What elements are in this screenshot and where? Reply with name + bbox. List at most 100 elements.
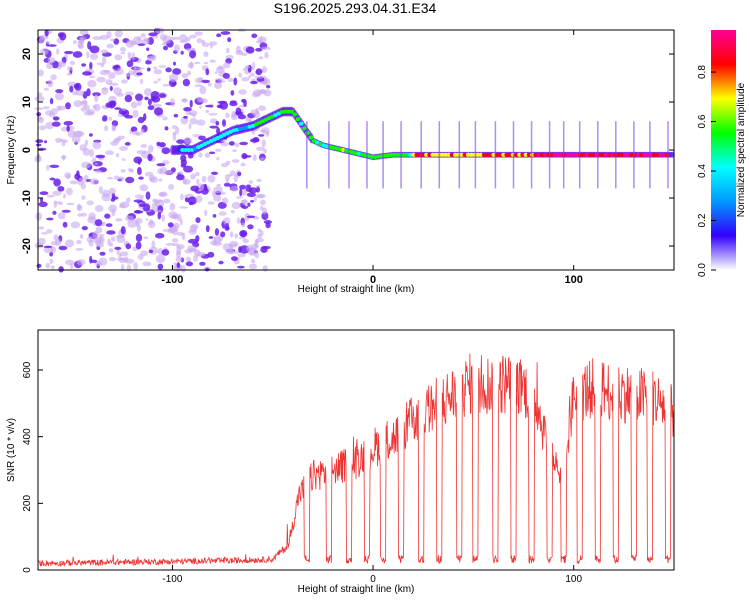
spectrogram-noise-point: [222, 243, 232, 251]
spectrogram-noise-point: [261, 127, 270, 135]
figure-title: S196.2025.293.04.31.E34: [274, 0, 437, 16]
spectrogram-noise-point: [108, 248, 114, 253]
spectrogram-noise-point: [236, 217, 240, 224]
spectrogram-noise-point: [154, 27, 165, 34]
spectrogram-noise-point: [241, 98, 246, 103]
spectrogram-noise-point: [182, 178, 191, 185]
spectrogram-noise-point: [250, 200, 255, 203]
spectrogram-noise-point: [217, 201, 227, 209]
spectrogram-noise-point: [40, 197, 43, 203]
spectrogram-noise-point: [116, 235, 126, 243]
spectrogram-noise-point: [93, 94, 99, 102]
spectrogram-noise-point: [163, 198, 171, 204]
snr-series-line: [37, 353, 675, 567]
spectrogram-noise-point: [208, 113, 218, 116]
spectrogram-noise-point: [218, 80, 226, 83]
spectrogram-noise-point: [245, 186, 252, 192]
spectrogram-noise-point: [162, 116, 168, 121]
spectrogram-noise-point: [86, 88, 91, 97]
spectrogram-noise-point: [214, 228, 219, 236]
spectrogram-noise-point: [148, 249, 154, 254]
spectrogram-noise-point: [212, 214, 217, 218]
spectrogram-noise-point: [179, 206, 189, 209]
spectrogram-noise-point: [218, 65, 223, 70]
spectrogram-x-tick-label: -100: [161, 274, 183, 286]
spectrogram-noise-point: [130, 101, 138, 109]
spectrogram-noise-point: [35, 212, 43, 221]
spectrogram-noise-point: [185, 112, 193, 116]
spectrogram-noise-point: [59, 32, 67, 41]
spectrogram-noise-point: [42, 106, 50, 110]
spectrogram-noise-point: [189, 99, 193, 108]
spectrogram-noise-point: [46, 217, 54, 221]
spectrogram-noise-point: [256, 186, 260, 193]
spectrogram-noise-point: [84, 139, 89, 147]
spectrogram-noise-point: [176, 250, 181, 258]
spectrogram-noise-point: [157, 263, 164, 270]
spectrogram-noise-point: [106, 43, 114, 49]
spectrogram-noise-point: [259, 205, 264, 211]
spectrogram-noise-point: [225, 112, 230, 119]
spectrogram-noise-point: [162, 84, 171, 87]
spectrogram-noise-point: [87, 41, 92, 50]
spectrogram-noise-point: [211, 171, 218, 175]
spectrogram-noise-point: [113, 175, 120, 180]
snr-frame: [37, 329, 675, 571]
spectrogram-noise-point: [162, 160, 170, 165]
spectrogram-noise-point: [225, 249, 230, 252]
spectrogram-noise-point: [78, 177, 86, 180]
spectrogram-noise-point: [215, 78, 224, 81]
spectrogram-noise-point: [143, 37, 150, 42]
spectrogram-noise-point: [218, 211, 227, 216]
spectrogram-frame: [37, 29, 675, 271]
spectrogram-noise-point: [245, 46, 255, 54]
spectrogram-noise-point: [227, 77, 234, 82]
spectrogram-noise-point: [112, 65, 119, 70]
spectrogram-noise-point: [257, 228, 262, 233]
spectrogram-noise-point: [65, 187, 73, 196]
spectrogram-noise-point: [114, 54, 123, 61]
spectrogram-noise-point: [106, 230, 116, 235]
spectrogram-noise-point: [89, 45, 100, 54]
spectrogram-noise-point: [151, 240, 156, 249]
spectrogram-noise-point: [77, 203, 81, 210]
spectrogram-noise-point: [66, 125, 70, 132]
spectrogram-noise-point: [158, 65, 167, 68]
spectrogram-noise-point: [194, 84, 203, 88]
spectrogram-noise-point: [265, 222, 271, 229]
spectrogram-noise-point: [190, 185, 200, 192]
spectrogram-noise-point: [92, 141, 102, 150]
spectrogram-noise-point: [258, 81, 268, 85]
spectrogram-noise-point: [255, 185, 261, 188]
spectrogram-noise-point: [164, 126, 169, 131]
spectrogram-noise-point: [255, 40, 263, 44]
spectrogram-noise-point: [69, 180, 79, 185]
spectrogram-noise-point: [180, 50, 184, 55]
spectrogram-noise-point: [124, 91, 134, 96]
spectrogram-noise-point: [126, 197, 131, 204]
spectrogram-noise-point: [62, 221, 68, 228]
spectrogram-noise-point: [213, 81, 223, 89]
spectrogram-noise-point: [139, 184, 148, 192]
spectrogram-noise-point: [145, 191, 151, 200]
spectrogram-x-label: Height of straight line (km): [298, 284, 415, 295]
spectrogram-noise-point: [115, 153, 120, 158]
spectrogram-noise-point: [250, 72, 255, 77]
spectrogram-noise-point: [161, 147, 171, 155]
spectrogram-noise-point: [173, 113, 179, 118]
snr-x-label: Height of straight line (km): [298, 584, 415, 595]
spectrogram-noise-point: [146, 47, 150, 51]
spectrogram-noise-point: [120, 169, 126, 173]
spectrogram-noise-point: [252, 154, 257, 162]
spectrogram-noise-point: [109, 82, 119, 86]
spectrogram-noise-point: [209, 59, 216, 63]
colorbar-label: Normalized spectral amplitude: [736, 82, 747, 217]
spectrogram-noise-point: [81, 195, 86, 200]
spectrogram-noise-point: [77, 179, 84, 186]
spectrogram-noise-point: [101, 221, 107, 226]
snr-y-tick-label: 400: [22, 428, 33, 445]
spectrogram-noise-point: [239, 184, 247, 190]
spectrogram-noise-point: [237, 265, 245, 269]
spectrogram-noise-point: [82, 71, 92, 76]
spectrogram-noise-point: [102, 115, 108, 122]
